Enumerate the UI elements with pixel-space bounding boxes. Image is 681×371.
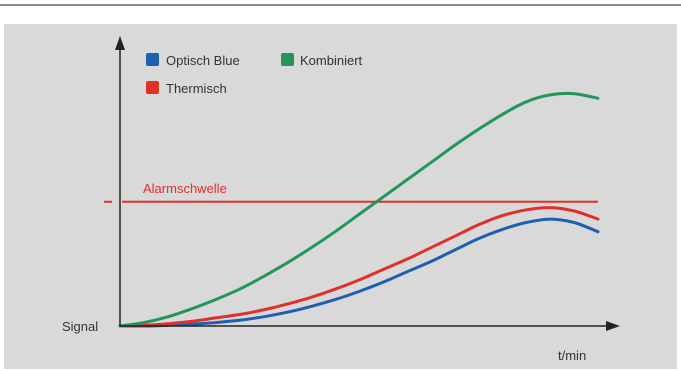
legend-label-thermisch: Thermisch (166, 81, 227, 96)
legend-label-optisch-blue: Optisch Blue (166, 53, 240, 68)
y-axis-arrow (115, 36, 125, 50)
series-group (118, 91, 600, 328)
top-divider (0, 4, 681, 6)
chart-panel (4, 24, 677, 369)
x-axis-label: t/min (558, 348, 586, 363)
x-axis-arrow (606, 321, 620, 331)
series-line-kombiniert (118, 91, 600, 328)
series-line-optisch-blue (118, 217, 600, 328)
alarm-threshold-label: Alarmschwelle (143, 181, 227, 196)
legend-swatch-thermisch (146, 81, 159, 94)
legend: Optisch Blue Kombiniert Thermisch (146, 53, 363, 96)
legend-label-kombiniert: Kombiniert (300, 53, 363, 68)
y-axis-label: Signal (62, 319, 98, 334)
series-line-thermisch (118, 206, 600, 328)
legend-swatch-kombiniert (281, 53, 294, 66)
legend-swatch-optisch-blue (146, 53, 159, 66)
